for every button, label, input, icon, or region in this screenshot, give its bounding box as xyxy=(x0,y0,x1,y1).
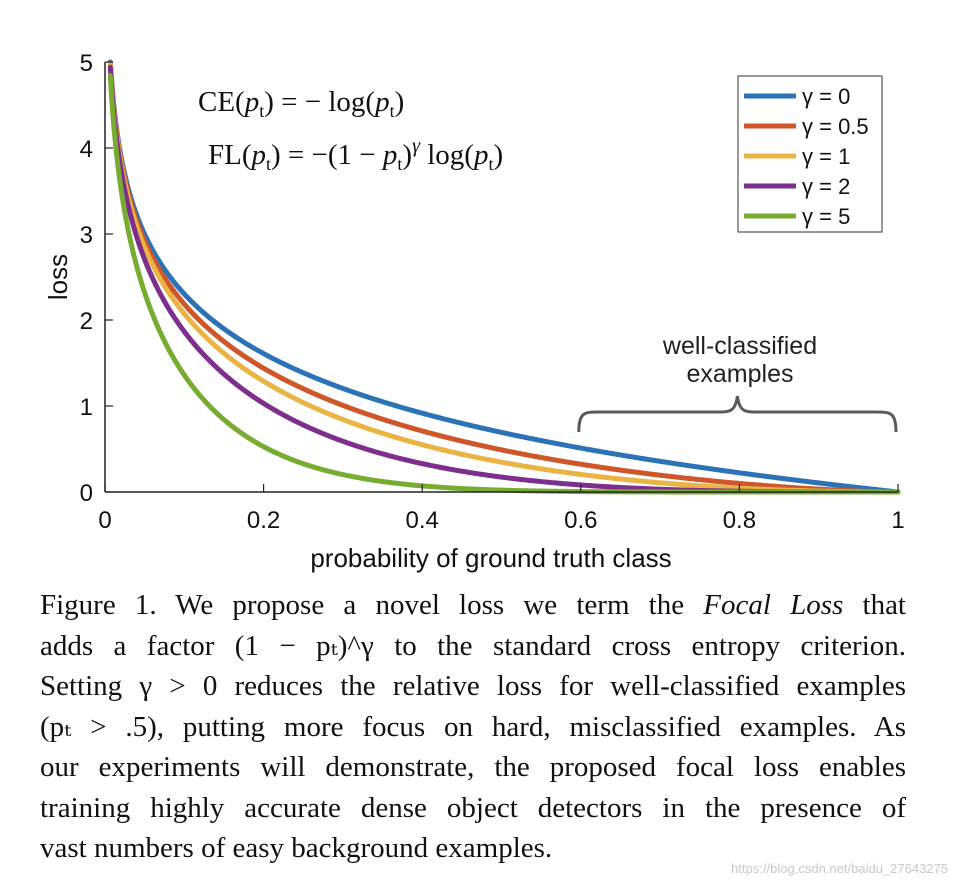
axes-layer xyxy=(104,62,898,493)
caption-line-2: adds a factor (1 − pₜ)^γ to the standard… xyxy=(40,629,906,662)
series-line-gamma-0-5 xyxy=(107,60,901,495)
fl-formula: FL(pt) = −(1 − pt)γ log(pt) xyxy=(208,135,503,174)
y-tick-label: 4 xyxy=(80,136,93,163)
ce-formula: CE(pt) = − log(pt) xyxy=(198,86,404,121)
caption-line-7: vast numbers of easy background examples… xyxy=(40,832,553,864)
y-tick-label: 3 xyxy=(80,222,93,249)
focal-loss-chart: 0 0.2 0.4 0.6 0.8 1 0 1 2 3 4 5 probability of grou… xyxy=(43,50,905,573)
svg-text:FL(pt) = −(1 − pt)γ log(pt): FL(pt) = −(1 − pt)γ log(pt) xyxy=(208,135,503,174)
well-classified-annotation: well-classified examples xyxy=(577,332,898,433)
legend: γ = 0 γ = 0.5 γ = 1 γ = 2 γ = 5 xyxy=(737,75,883,233)
x-tick-label: 0.6 xyxy=(564,507,597,534)
brace-shape xyxy=(577,395,898,433)
caption-line-3: Setting γ > 0 reduces the relative loss … xyxy=(40,670,906,702)
y-tick-label: 1 xyxy=(80,394,93,421)
annotation-line2: examples xyxy=(687,360,794,388)
x-axis-label: probability of ground truth class xyxy=(310,543,671,573)
caption-line-5: our experiments will demonstrate, the pr… xyxy=(40,751,906,783)
x-tick-label: 0 xyxy=(98,507,111,534)
y-tick-label: 2 xyxy=(80,308,93,335)
y-axis-label: loss xyxy=(43,254,73,300)
x-tick-label: 0.8 xyxy=(723,507,756,534)
legend-label: γ = 2 xyxy=(802,174,850,199)
x-tick-label: 0.2 xyxy=(247,507,280,534)
series-line-gamma-0 xyxy=(107,59,901,495)
legend-label: γ = 0 xyxy=(802,84,850,109)
legend-label: γ = 1 xyxy=(802,144,850,169)
annotation-line1: well-classified xyxy=(662,332,817,360)
figure-caption: Figure 1. We propose a novel loss we ter… xyxy=(40,585,906,869)
svg-text:CE(pt) = − log(pt): CE(pt) = − log(pt) xyxy=(198,86,404,121)
caption-line-4: (pₜ > .5), putting more focus on hard, m… xyxy=(40,710,906,743)
caption-line-1: Figure 1. We propose a novel loss we ter… xyxy=(40,589,906,621)
legend-label: γ = 0.5 xyxy=(802,114,869,139)
ticks-layer: 0 0.2 0.4 0.6 0.8 1 0 1 2 3 4 5 xyxy=(80,50,905,534)
watermark: https://blog.csdn.net/baidu_27643275 xyxy=(731,861,948,876)
y-tick-label: 0 xyxy=(80,480,93,507)
x-tick-label: 0.4 xyxy=(406,507,439,534)
x-tick-label: 1 xyxy=(891,507,904,534)
y-tick-label: 5 xyxy=(80,50,93,77)
legend-label: γ = 5 xyxy=(802,204,850,229)
caption-line-6: training highly accurate dense object de… xyxy=(40,791,906,824)
